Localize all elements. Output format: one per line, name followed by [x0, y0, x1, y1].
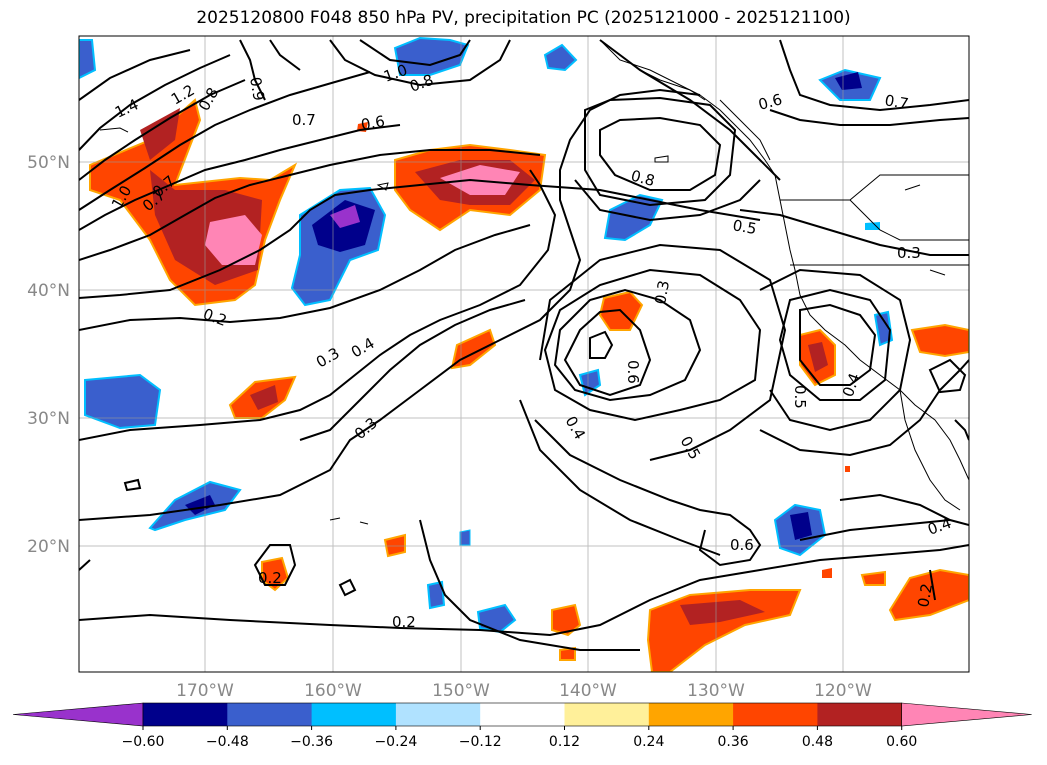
contour-label: 0.8	[629, 166, 657, 190]
contour-label: 0.7	[883, 91, 910, 113]
contour-label: 0.7	[292, 111, 316, 129]
colorbar-segment	[648, 703, 734, 726]
colorbar-tick-label: 0.12	[549, 734, 580, 750]
lon-label: 120°W	[814, 681, 872, 701]
longitude-labels: 170°W 160°W 150°W 140°W 130°W 120°W	[176, 681, 872, 701]
colorbar-segment	[311, 703, 397, 726]
contour-label: 0.6	[730, 536, 754, 554]
precip-positive-anomalies	[89, 98, 969, 672]
pv-contours	[79, 39, 969, 651]
colorbar-tick-label: 0.48	[802, 734, 833, 750]
lat-label: 40°N	[27, 281, 70, 301]
colorbar-tick-label: 0.24	[633, 734, 664, 750]
coastlines	[99, 39, 969, 525]
lat-label: 20°N	[27, 537, 70, 557]
colorbar-tick-label: −0.36	[290, 734, 333, 750]
colorbar-extend-low	[12, 702, 144, 727]
map-frame	[78, 35, 970, 673]
lon-label: 170°W	[176, 681, 234, 701]
contour-label: 0.3	[651, 279, 673, 306]
contour-label: 0.2	[258, 569, 282, 587]
colorbar-segment	[143, 703, 228, 726]
chart-title: 2025120800 F048 850 hPa PV, precipitatio…	[196, 8, 851, 28]
gridlines	[79, 36, 969, 672]
latitude-labels: 50°N 40°N 30°N 20°N	[27, 153, 70, 557]
colorbar-segment	[817, 703, 903, 726]
colorbar-segment	[733, 703, 818, 726]
lon-label: 150°W	[432, 681, 490, 701]
colorbar-tick-label: −0.48	[206, 734, 249, 750]
colorbar-tick-label: 0.60	[886, 734, 917, 750]
lon-label: 140°W	[559, 681, 617, 701]
lon-label: 160°W	[304, 681, 362, 701]
colorbar-segment	[227, 703, 313, 726]
contour-label: 0.2	[914, 582, 936, 609]
contour-label: 0.2	[392, 613, 416, 631]
colorbar-tick-label: 0.36	[718, 734, 749, 750]
colorbar-outline	[142, 702, 903, 727]
contour-label: 0.6	[360, 112, 387, 134]
colorbar-segment	[480, 703, 565, 726]
contour-label: 0.5	[731, 216, 758, 238]
lat-label: 30°N	[27, 409, 70, 429]
contour-label: 0.9	[246, 76, 268, 103]
colorbar-extend-high	[901, 702, 1032, 727]
contour-label: 0.5	[791, 385, 809, 409]
contour-label: 0.6	[624, 360, 642, 384]
colorbar-segment	[395, 703, 481, 726]
lon-label: 130°W	[687, 681, 745, 701]
colorbar-tick-label: −0.12	[459, 734, 502, 750]
colorbar: −0.60 −0.48 −0.36 −0.24 −0.12 0.12 0.24 0.36 0.4…	[12, 702, 1032, 750]
lat-label: 50°N	[27, 153, 70, 173]
colorbar-tick-label: −0.24	[374, 734, 417, 750]
contour-label: 0.6	[756, 90, 784, 114]
colorbar-tick-label: −0.60	[122, 734, 165, 750]
contour-label: 0.3	[897, 244, 921, 262]
colorbar-segment	[564, 703, 650, 726]
